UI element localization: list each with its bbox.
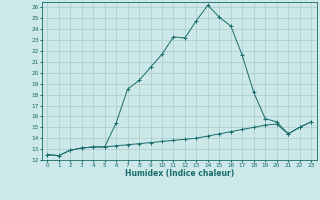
X-axis label: Humidex (Indice chaleur): Humidex (Indice chaleur) [124, 169, 234, 178]
